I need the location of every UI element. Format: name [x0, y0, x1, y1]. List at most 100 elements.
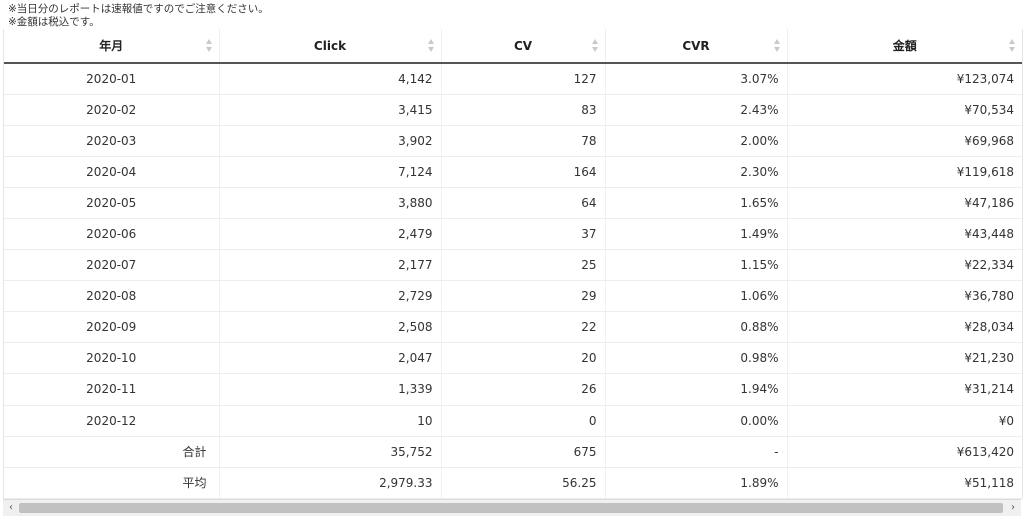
- cell-month: 2020-12: [4, 405, 220, 437]
- cell-month: 2020-11: [4, 373, 220, 406]
- cell-cvr: 1.65%: [605, 187, 788, 219]
- sort-icon[interactable]: [427, 39, 435, 52]
- table-row: 2020-07 2,177 25 1.15% ¥22,334: [4, 249, 1022, 282]
- cell-amount: ¥47,186: [787, 187, 1022, 219]
- cell-cv: 83: [441, 94, 606, 126]
- cell-click: 10: [219, 405, 442, 437]
- average-amount: ¥51,118: [787, 467, 1022, 499]
- total-cvr: -: [605, 436, 788, 468]
- cell-click: 3,880: [219, 187, 442, 219]
- cell-click: 2,729: [219, 280, 442, 313]
- cell-month: 2020-05: [4, 187, 220, 219]
- cell-amount: ¥0: [787, 405, 1022, 437]
- cell-cvr: 0.88%: [605, 311, 788, 344]
- cell-amount: ¥36,780: [787, 280, 1022, 313]
- cell-cvr: 1.06%: [605, 280, 788, 313]
- table-row: 2020-08 2,729 29 1.06% ¥36,780: [4, 280, 1022, 313]
- cell-month: 2020-04: [4, 156, 220, 188]
- horizontal-scrollbar[interactable]: ‹ ›: [3, 499, 1021, 516]
- cell-amount: ¥43,448: [787, 218, 1022, 251]
- total-row: 合計 35,752 675- ¥613,420: [4, 436, 1022, 468]
- cell-click: 2,508: [219, 311, 442, 344]
- cell-click: 4,142: [219, 63, 442, 95]
- cell-cv: 64: [441, 187, 606, 219]
- table-row: 2020-01 4,142 127 3.07% ¥123,074: [4, 63, 1022, 95]
- note-preliminary: ※当日分のレポートは速報値ですのでご注意ください。: [8, 3, 269, 15]
- cell-amount: ¥119,618: [787, 156, 1022, 188]
- cell-click: 2,047: [219, 342, 442, 375]
- cell-cvr: 2.00%: [605, 125, 788, 157]
- table-row: 2020-11 1,339 26 1.94% ¥31,214: [4, 373, 1022, 406]
- cell-month: 2020-03: [4, 125, 220, 157]
- sort-icon[interactable]: [1009, 39, 1016, 52]
- cell-cvr: 1.49%: [605, 218, 788, 251]
- cell-cv: 29: [441, 280, 606, 313]
- cell-amount: ¥28,034: [787, 311, 1022, 344]
- sort-icon[interactable]: [591, 39, 599, 52]
- table-row: 2020-02 3,415 83 2.43% ¥70,534: [4, 94, 1022, 126]
- column-header-cvr[interactable]: CVR: [605, 29, 788, 64]
- table-row: 2020-03 3,902 78 2.00% ¥69,968: [4, 125, 1022, 157]
- total-amount: ¥613,420: [787, 436, 1022, 468]
- cell-amount: ¥31,214: [787, 373, 1022, 406]
- cell-cv: 26: [441, 373, 606, 406]
- cell-cv: 78: [441, 125, 606, 157]
- cell-amount: ¥69,968: [787, 125, 1022, 157]
- cell-month: 2020-02: [4, 94, 220, 126]
- table-header-row: 年月 Click CV CVR 金額: [4, 29, 1022, 64]
- cell-month: 2020-07: [4, 249, 220, 282]
- average-click: 2,979.33: [219, 467, 442, 499]
- scroll-right-icon[interactable]: ›: [1011, 502, 1015, 513]
- cell-cv: 22: [441, 311, 606, 344]
- column-header-cv[interactable]: CV: [441, 29, 606, 64]
- average-label: 平均: [4, 467, 220, 499]
- cell-month: 2020-08: [4, 280, 220, 313]
- table-row: 2020-10 2,047 20 0.98% ¥21,230: [4, 342, 1022, 375]
- note-tax: ※金額は税込です。: [8, 16, 100, 28]
- table-row: 2020-12 10 0 0.00% ¥0: [4, 405, 1022, 437]
- total-click: 35,752: [219, 436, 442, 468]
- average-cv: 56.25: [441, 467, 606, 499]
- cell-amount: ¥123,074: [787, 63, 1022, 95]
- cell-cv: 37: [441, 218, 606, 251]
- sort-icon[interactable]: [773, 39, 781, 52]
- cell-month: 2020-06: [4, 218, 220, 251]
- average-row: 平均 2,979.33 56.25 1.89% ¥51,118: [4, 467, 1022, 499]
- column-header-month[interactable]: 年月: [4, 29, 220, 64]
- table-row: 2020-06 2,479 37 1.49% ¥43,448: [4, 218, 1022, 251]
- average-cvr: 1.89%: [605, 467, 788, 499]
- table-row: 2020-05 3,880 64 1.65% ¥47,186: [4, 187, 1022, 219]
- cell-cvr: 1.94%: [605, 373, 788, 406]
- cell-cvr: 0.00%: [605, 405, 788, 437]
- cell-month: 2020-10: [4, 342, 220, 375]
- cell-cvr: 0.98%: [605, 342, 788, 375]
- cell-month: 2020-01: [4, 63, 220, 95]
- report-notes: ※当日分のレポートは速報値ですのでご注意ください。 ※金額は税込です。: [8, 3, 269, 29]
- sort-icon[interactable]: [205, 39, 213, 52]
- cell-amount: ¥70,534: [787, 94, 1022, 126]
- cell-cvr: 2.30%: [605, 156, 788, 188]
- cell-cv: 25: [441, 249, 606, 282]
- scrollbar-thumb[interactable]: [19, 503, 1003, 513]
- column-header-click[interactable]: Click: [219, 29, 442, 64]
- cell-click: 3,902: [219, 125, 442, 157]
- column-header-amount[interactable]: 金額: [787, 29, 1022, 64]
- cell-amount: ¥22,334: [787, 249, 1022, 282]
- report-table: 年月 Click CV CVR 金額 2020-01 4,142 127 3.07% ¥…: [4, 29, 1022, 499]
- cell-click: 1,339: [219, 373, 442, 406]
- cell-cv: 0: [441, 405, 606, 437]
- cell-cv: 127: [441, 63, 606, 95]
- scroll-left-icon[interactable]: ‹: [9, 502, 13, 513]
- table-body: 2020-01 4,142 127 3.07% ¥123,074 2020-02 3,41…: [4, 63, 1022, 499]
- cell-click: 2,177: [219, 249, 442, 282]
- total-cv: 675: [441, 436, 606, 468]
- cell-cv: 20: [441, 342, 606, 375]
- table-row: 2020-04 7,124 164 2.30% ¥119,618: [4, 156, 1022, 188]
- cell-cv: 164: [441, 156, 606, 188]
- cell-cvr: 1.15%: [605, 249, 788, 282]
- cell-click: 7,124: [219, 156, 442, 188]
- cell-click: 3,415: [219, 94, 442, 126]
- cell-month: 2020-09: [4, 311, 220, 344]
- cell-cvr: 3.07%: [605, 63, 788, 95]
- total-label: 合計: [4, 436, 220, 468]
